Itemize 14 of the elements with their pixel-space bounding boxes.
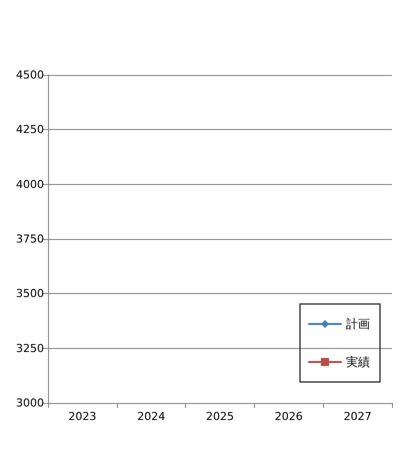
legend-label: 実績	[346, 355, 370, 369]
y-tick-label: 4000	[16, 178, 44, 191]
y-tick-label: 4500	[16, 68, 44, 82]
x-tick-label: 2027	[344, 410, 372, 423]
y-tick-label: 3000	[16, 396, 44, 410]
x-tick-label: 2026	[274, 410, 303, 423]
y-tick-label: 3750	[16, 232, 44, 246]
x-tick-label: 2024	[137, 410, 166, 423]
legend-label: 計画	[346, 317, 370, 331]
x-tick-label: 2025	[206, 410, 234, 423]
y-tick-label: 4250	[16, 123, 44, 136]
y-tick-label: 3250	[16, 342, 44, 355]
x-tick-label: 2023	[68, 410, 96, 423]
y-tick-label: 3500	[16, 287, 44, 300]
